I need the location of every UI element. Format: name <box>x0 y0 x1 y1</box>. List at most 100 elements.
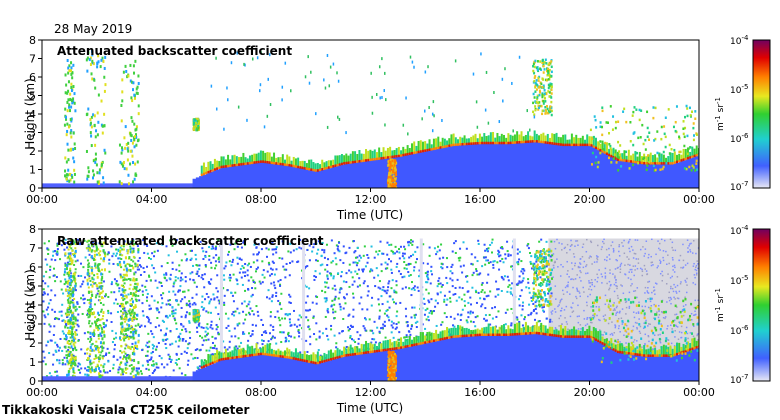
noise-pixel <box>669 277 672 279</box>
rain-streak-pixel <box>101 131 104 135</box>
noise-pixel <box>267 340 270 343</box>
noise-pixel <box>372 332 375 335</box>
noise-pixel <box>76 302 79 305</box>
noise-pixel <box>251 309 254 312</box>
cloud-pixel <box>596 165 599 169</box>
precipitation-pixel <box>394 168 397 171</box>
cloud-base-pixel <box>270 161 273 165</box>
noise-pixel <box>427 292 430 295</box>
noise-pixel <box>632 265 635 267</box>
noise-pixel <box>123 309 126 312</box>
noise-pixel <box>56 374 59 377</box>
cloud-pixel <box>680 154 683 161</box>
noise-pixel <box>289 321 292 324</box>
cloud-base-pixel <box>338 163 341 166</box>
noise-pixel <box>390 268 393 271</box>
cloud-pixel <box>541 112 544 116</box>
y-tick-label: 0 <box>29 182 36 195</box>
aerosol-column <box>330 167 335 188</box>
cloud-pixel <box>617 169 620 172</box>
cloud-pixel <box>612 115 615 118</box>
noise-pixel <box>479 272 482 275</box>
noise-pixel <box>288 293 291 296</box>
noise-pixel <box>401 276 404 279</box>
rain-streak-pixel <box>132 64 135 68</box>
rain-streak-pixel <box>103 124 106 128</box>
noise-pixel <box>134 346 137 349</box>
noise-pixel <box>617 266 619 269</box>
cloud-pixel <box>636 156 639 163</box>
noise-pixel <box>470 303 473 306</box>
noise-pixel <box>504 257 507 260</box>
noise-pixel <box>148 345 151 348</box>
cloud-pixel <box>411 143 414 154</box>
noise-pixel <box>308 244 311 247</box>
noise-pixel <box>477 242 480 245</box>
noise-pixel <box>474 289 477 292</box>
noise-pixel <box>644 342 646 345</box>
noise-pixel <box>558 304 560 306</box>
rain-streak-pixel <box>87 107 90 111</box>
cloud-pixel <box>502 134 505 144</box>
cloud-base-pixel <box>601 150 604 153</box>
cloud-pixel <box>595 126 598 129</box>
noise-pixel <box>674 336 676 338</box>
cloud-base-pixel <box>621 158 624 162</box>
rain-streak-pixel <box>104 151 107 155</box>
noise-pixel <box>247 339 250 342</box>
noise-pixel <box>156 309 159 312</box>
cloud-base-pixel <box>391 155 394 159</box>
cloud-pixel <box>448 138 451 147</box>
cloud-base-pixel <box>319 168 322 172</box>
noise-pixel <box>465 247 468 250</box>
noise-pixel <box>152 336 155 339</box>
noise-pixel <box>196 270 199 273</box>
noise-pixel <box>413 65 415 69</box>
cloud-pixel <box>452 133 455 146</box>
cloud-base-pixel <box>367 158 370 162</box>
noise-pixel <box>591 321 593 324</box>
cloud-base-pixel <box>222 165 225 168</box>
noise-pixel <box>205 349 208 352</box>
noise-pixel <box>50 258 53 261</box>
noise-pixel <box>333 252 336 255</box>
noise-pixel <box>673 345 676 347</box>
noise-pixel <box>398 331 401 334</box>
noise-pixel <box>287 334 290 337</box>
aerosol-column <box>307 169 312 188</box>
noise-pixel <box>194 356 197 359</box>
rain-streak-pixel <box>125 167 128 171</box>
noise-pixel <box>371 95 373 99</box>
noise-pixel <box>414 250 417 253</box>
noise-pixel <box>148 375 151 378</box>
noise-pixel <box>625 300 628 303</box>
aerosol-column <box>271 163 276 188</box>
cloud-pixel <box>674 129 677 133</box>
noise-pixel <box>549 255 552 258</box>
cloud-pixel <box>608 148 611 156</box>
cloud-base-pixel <box>382 156 385 160</box>
noise-pixel <box>443 294 446 297</box>
noise-pixel <box>585 265 587 268</box>
rain-streak-pixel <box>97 54 100 58</box>
cloud-base-pixel <box>233 163 236 167</box>
aerosol-column <box>317 170 322 188</box>
aerosol-column <box>261 162 266 188</box>
noise-pixel <box>296 325 299 328</box>
noise-pixel <box>676 326 679 328</box>
noise-pixel <box>63 248 66 251</box>
noise-pixel <box>370 304 373 307</box>
rain-streak-pixel <box>124 125 127 129</box>
noise-pixel <box>328 84 331 88</box>
rain-streak-pixel <box>69 98 72 102</box>
noise-pixel <box>265 247 268 250</box>
cloud-pixel <box>672 125 675 129</box>
noise-pixel <box>210 278 213 281</box>
noise-pixel <box>188 342 191 345</box>
noise-pixel <box>52 274 55 277</box>
cloud-pixel <box>463 135 466 145</box>
noise-pixel <box>65 324 68 327</box>
noise-pixel <box>407 244 410 247</box>
noise-pixel <box>56 250 59 253</box>
noise-pixel <box>333 303 336 306</box>
